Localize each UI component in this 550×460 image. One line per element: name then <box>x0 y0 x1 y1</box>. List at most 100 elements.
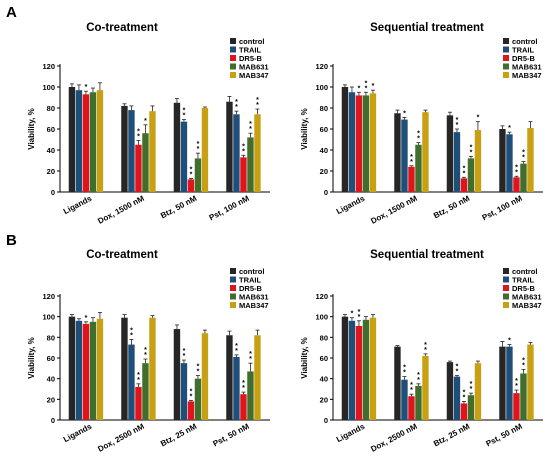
x-tick-label: Btz, 50 nM <box>159 194 198 221</box>
x-tick-label: Pst, 100 nM <box>481 194 524 223</box>
bar-trail <box>453 132 461 192</box>
significance-marker: * <box>522 150 525 157</box>
y-tick-label: 120 <box>315 62 328 71</box>
bar-control <box>446 362 454 420</box>
bar-trail <box>453 376 461 420</box>
bar-mab347 <box>149 317 156 420</box>
bar-mab347 <box>527 344 534 420</box>
legend-swatch <box>503 302 509 308</box>
legend-entry: TRAIL <box>239 46 261 55</box>
bar-trail <box>233 356 240 420</box>
significance-marker: * <box>183 353 186 360</box>
legend-swatch <box>230 293 236 300</box>
significance-marker: * <box>190 393 193 400</box>
y-tick-label: 60 <box>320 125 328 134</box>
bar-dr5-b <box>355 325 363 420</box>
bar-mab631 <box>194 378 202 420</box>
y-tick-label: 20 <box>320 395 328 404</box>
y-tick-label: 80 <box>47 104 55 113</box>
significance-marker: * <box>249 356 252 363</box>
significance-marker: * <box>456 122 459 129</box>
significance-marker: * <box>235 343 238 350</box>
x-tick-label: Dox, 1500 nM <box>96 194 146 226</box>
y-tick-label: 100 <box>42 313 55 322</box>
chart-4: Sequential treatment 0 20 40 60 80 100 120 Viabi… <box>300 249 543 454</box>
significance-marker: * <box>456 364 459 371</box>
significance-marker: * <box>410 159 413 166</box>
bar-mab631 <box>362 95 370 192</box>
chart-title: Sequential treatment <box>370 249 484 261</box>
bar-dr5-b <box>135 144 142 192</box>
legend-entry: MAB631 <box>512 293 542 302</box>
panel-label-b: B <box>6 232 17 249</box>
significance-marker: * <box>522 357 525 364</box>
bar-mab347 <box>254 335 261 420</box>
legend-entry: TRAIL <box>512 276 534 285</box>
significance-marker: * <box>410 154 413 161</box>
legend-swatch <box>230 63 236 70</box>
y-axis-label: Viability, % <box>27 108 36 150</box>
bar-mab631 <box>520 163 527 192</box>
y-tick-label: 80 <box>320 104 328 113</box>
significance-marker: * <box>463 389 466 396</box>
legend-swatch <box>230 302 236 308</box>
x-tick-label: Ligands <box>335 194 367 217</box>
bar-mab347 <box>422 112 429 192</box>
bar-dr5-b <box>513 177 520 192</box>
bar-mab347 <box>422 355 429 420</box>
bar-trail <box>233 114 240 192</box>
bar-control <box>68 316 76 420</box>
y-tick-label: 120 <box>42 62 55 71</box>
bar-trail <box>128 344 135 420</box>
significance-marker: * <box>144 352 147 359</box>
bar-dr5-b <box>408 166 415 192</box>
y-tick-label: 100 <box>315 83 328 92</box>
legend-entry: control <box>239 37 264 46</box>
x-tick-label: Ligands <box>335 422 367 445</box>
significance-marker: * <box>235 99 238 106</box>
significance-marker: * <box>463 165 466 172</box>
y-tick-label: 0 <box>324 188 328 197</box>
bar-trail <box>75 320 83 420</box>
y-tick-label: 40 <box>47 375 55 384</box>
bar-mab631 <box>89 321 97 420</box>
significance-marker: * <box>144 118 147 125</box>
bar-trail <box>180 121 188 192</box>
legend-entry: MAB631 <box>239 293 269 302</box>
bar-trail <box>180 363 188 420</box>
significance-marker: * <box>403 110 406 117</box>
bar-dr5-b <box>460 178 468 192</box>
bar-control <box>173 102 181 192</box>
bar-mab347 <box>149 111 156 192</box>
significance-marker: * <box>470 386 473 393</box>
x-tick-label: Btz, 25 nM <box>432 422 471 449</box>
bar-dr5-b <box>240 394 247 420</box>
significance-marker: * <box>183 108 186 115</box>
significance-marker: * <box>256 97 259 104</box>
significance-marker: * <box>522 155 525 162</box>
bar-trail <box>401 119 408 192</box>
chart-title: Sequential treatment <box>370 22 484 34</box>
x-tick-label: Pst, 50 nM <box>485 422 524 449</box>
significance-marker: * <box>470 144 473 151</box>
significance-marker: * <box>477 115 480 122</box>
legend-swatch <box>503 55 509 61</box>
bar-control <box>226 335 233 420</box>
significance-marker: * <box>242 380 245 387</box>
significance-marker: * <box>130 332 133 339</box>
bar-mab631 <box>142 363 149 420</box>
y-tick-label: 100 <box>42 83 55 92</box>
x-tick-label: Ligands <box>62 194 94 217</box>
significance-marker: * <box>235 104 238 111</box>
bar-mab631 <box>247 371 254 420</box>
significance-marker: * <box>190 171 193 178</box>
chart-2: Sequential treatment 0 20 40 60 80 100 120 Viabi… <box>300 22 543 226</box>
bar-mab631 <box>194 158 202 192</box>
significance-marker: * <box>463 170 466 177</box>
bar-dr5-b <box>187 179 195 192</box>
significance-marker: * <box>417 377 420 384</box>
significance-marker: * <box>249 126 252 133</box>
y-axis-label: Viability, % <box>300 337 309 379</box>
legend-entry: control <box>239 267 264 276</box>
significance-marker: * <box>522 362 525 369</box>
